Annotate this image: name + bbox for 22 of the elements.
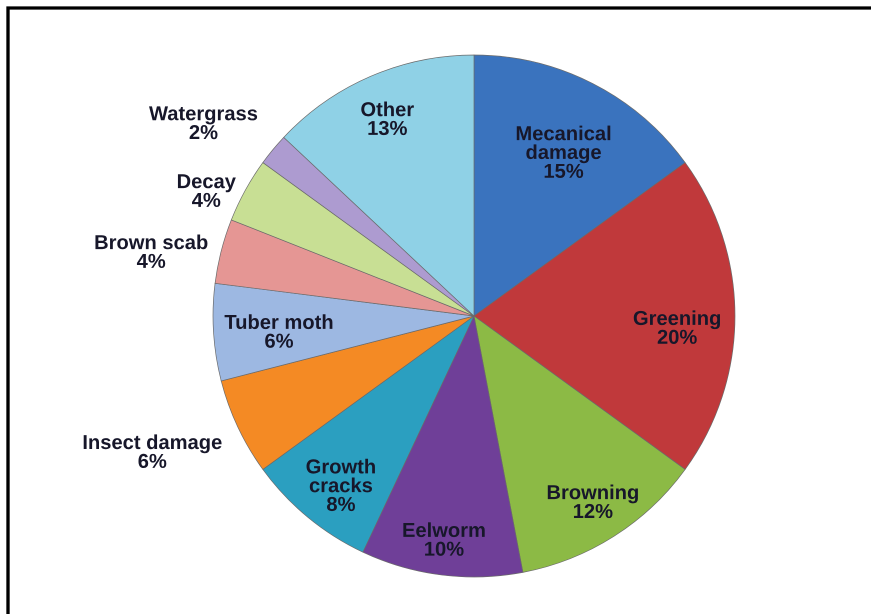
data-label: 10%: [425, 542, 464, 556]
data-label: 4%: [136, 254, 166, 268]
slice-label: Tuber moth: [224, 314, 332, 330]
slice-label: Other: [361, 102, 414, 116]
data-label: 6%: [138, 454, 166, 468]
slice-label: Greening: [634, 310, 720, 330]
slice-label: Mecanical damage: [516, 126, 610, 164]
slice-label: Watergrass: [149, 106, 258, 124]
data-label: 4%: [192, 192, 220, 208]
slice-label: Eelworm: [403, 522, 485, 538]
data-label: 13%: [368, 120, 407, 136]
data-label: 2%: [190, 124, 218, 140]
data-label: 12%: [574, 504, 612, 518]
data-label: 15%: [544, 164, 584, 178]
data-label: 8%: [327, 496, 355, 512]
slice-label: Insect damage: [84, 434, 222, 454]
data-label: 20%: [658, 330, 697, 344]
slice-label: Decay: [178, 174, 236, 192]
data-label: 6%: [265, 334, 294, 348]
slice-label: Growth cracks: [306, 458, 375, 492]
slice-label: Brown scab: [95, 234, 208, 250]
slice-label: Browning: [548, 484, 638, 504]
